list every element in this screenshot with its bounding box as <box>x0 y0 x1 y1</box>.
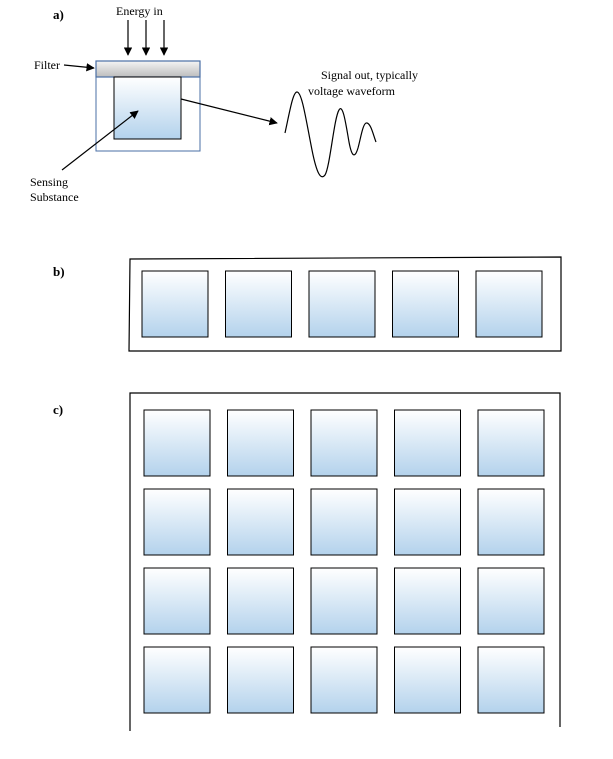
panel-c-cell-r1-c3 <box>310 409 378 477</box>
panel-c-cell-r1-c5 <box>477 409 545 477</box>
panel-c: c) <box>53 392 561 731</box>
signal-label-line1: Signal out, typically <box>321 68 418 82</box>
panel-b-cell-r1-c3 <box>308 270 376 338</box>
panel-c-cells <box>143 409 545 714</box>
signal-out-arrow <box>180 98 278 126</box>
panel-c-cell-r2-c4 <box>394 488 461 556</box>
sensing-substance <box>113 76 182 140</box>
filter-pointer-arrow <box>63 63 95 72</box>
panel-a-label: a) <box>53 7 64 22</box>
panel-b-cell-r1-c5 <box>475 270 543 338</box>
panel-c-cell-r2-c5 <box>477 488 545 556</box>
panel-b: b) <box>53 256 562 352</box>
panel-a: a) Energy in Filter Sensing Substance Si… <box>30 4 418 204</box>
panel-c-cell-r1-c1 <box>143 409 211 477</box>
panel-b-cell-r1-c2 <box>225 270 292 338</box>
panel-c-cell-r4-c1 <box>143 646 211 714</box>
panel-c-cell-r4-c5 <box>477 646 545 714</box>
panel-c-cell-r4-c4 <box>394 646 461 714</box>
sensing-label-line2: Substance <box>30 190 79 204</box>
panel-c-cell-r1-c2 <box>227 409 294 477</box>
panel-c-cell-r2-c1 <box>143 488 211 556</box>
sensing-pointer-arrow <box>61 110 139 171</box>
signal-waveform <box>284 91 377 178</box>
panel-b-cells <box>141 270 543 338</box>
panel-c-cell-r3-c4 <box>394 567 461 635</box>
panel-c-cell-r3-c2 <box>227 567 294 635</box>
sensing-label-line1: Sensing <box>30 175 68 189</box>
panel-b-cell-r1-c1 <box>141 270 209 338</box>
energy-in-label: Energy in <box>116 4 163 18</box>
panel-c-cell-r2-c2 <box>227 488 294 556</box>
panel-c-cell-r1-c4 <box>394 409 461 477</box>
panel-c-label: c) <box>53 402 63 417</box>
panel-c-cell-r2-c3 <box>310 488 378 556</box>
panel-c-cell-r3-c1 <box>143 567 211 635</box>
filter-label: Filter <box>34 58 60 72</box>
panel-b-cell-r1-c4 <box>392 270 459 338</box>
signal-label-line2: voltage waveform <box>308 84 396 98</box>
filter-layer <box>95 60 201 78</box>
panel-c-cell-r3-c5 <box>477 567 545 635</box>
panel-b-frame <box>128 256 562 352</box>
panel-c-cell-r4-c2 <box>227 646 294 714</box>
panel-c-frame <box>129 392 561 731</box>
panel-c-cell-r4-c3 <box>310 646 378 714</box>
panel-b-label: b) <box>53 264 65 279</box>
panel-c-cell-r3-c3 <box>310 567 378 635</box>
